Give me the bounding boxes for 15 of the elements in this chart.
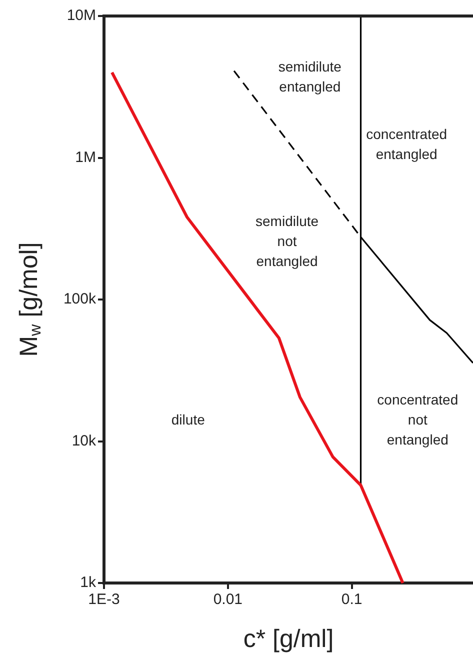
y-tick-label: 1k	[80, 574, 96, 592]
y-tick-label: 10k	[72, 432, 96, 450]
annotation: concentrated not entangled	[377, 392, 458, 448]
y-tick-label: 10M	[66, 7, 96, 24]
y-tick-label: 1M	[75, 148, 96, 166]
y-tick-label: 100k	[63, 290, 96, 308]
annotation: semidilute entangled	[278, 58, 342, 95]
annotation: semidilute not entangled	[256, 213, 319, 270]
x-tick-label: 1E-3	[88, 591, 120, 608]
x-axis-title: c* [g/ml]	[243, 624, 334, 653]
annotation: dilute	[171, 412, 206, 428]
x-tick-label: 0.1	[341, 591, 362, 608]
x-tick-label: 0.01	[213, 591, 243, 608]
y-axis-title: Mw [g/mol]	[14, 242, 45, 357]
annotation: concentrated entangled	[366, 126, 448, 162]
